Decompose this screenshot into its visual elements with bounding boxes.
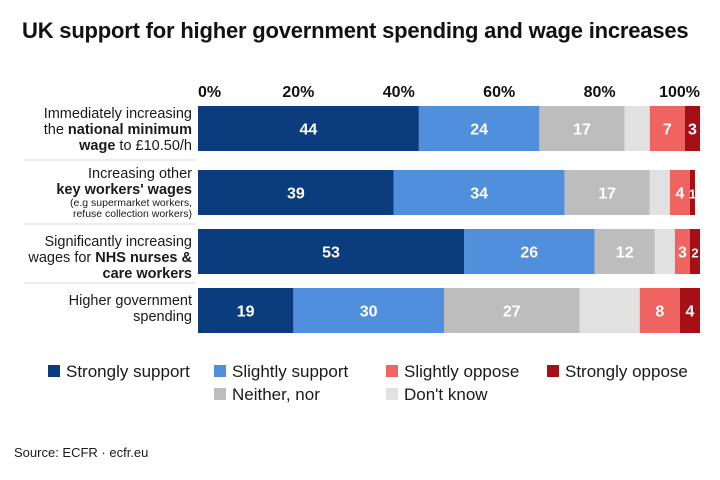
source-note: Source: ECFR · ecfr.eu — [14, 445, 149, 460]
bar-value-label: 3 — [678, 245, 687, 262]
bar-segment — [464, 229, 595, 274]
bar-segment — [418, 106, 540, 151]
bar-value-label: 27 — [503, 304, 521, 321]
bar-value-label: 53 — [322, 245, 340, 262]
bar-segment — [649, 106, 685, 151]
bar-value-label: 1 — [689, 187, 696, 202]
legend-label: Slightly support — [232, 362, 349, 381]
bar-segment — [393, 170, 565, 215]
bar-segment — [684, 106, 700, 151]
legend-swatch — [48, 365, 60, 377]
bar-segment — [198, 170, 394, 215]
category-label-nhs: Significantly increasing wages for NHS n… — [28, 234, 192, 282]
bar-segment — [674, 229, 690, 274]
x-tick-label: 20% — [282, 84, 314, 101]
bar-segment — [669, 170, 690, 215]
legend-swatch — [214, 365, 226, 377]
bar-value-label: 12 — [616, 245, 634, 262]
bar-value-label: 24 — [470, 122, 488, 139]
legend-label: Strongly support — [66, 362, 190, 381]
x-axis-ticks: 0% 20% 40% 60% 80% 100% — [198, 84, 700, 101]
x-tick-label: 60% — [483, 84, 515, 101]
legend-swatch — [214, 388, 226, 400]
row-separators — [24, 159, 196, 284]
bar-value-label: 19 — [237, 304, 255, 321]
legend-swatch — [386, 365, 398, 377]
bar-segment — [198, 106, 419, 151]
x-tick-label: 80% — [584, 84, 616, 101]
chart-title: UK support for higher government spendin… — [22, 18, 689, 43]
category-label-min-wage: Immediately increasing the national mini… — [43, 106, 192, 154]
bar-segment — [649, 170, 670, 215]
legend-swatch — [547, 365, 559, 377]
bar-value-label: 17 — [598, 186, 616, 203]
bar-value-label: 8 — [655, 304, 664, 321]
bar-segment — [594, 229, 655, 274]
bar-value-label: 4 — [686, 304, 695, 321]
legend-swatch — [386, 388, 398, 400]
category-label-gov-spending: Higher government spending — [68, 293, 192, 325]
legend-label: Strongly oppose — [565, 362, 688, 381]
bar-value-label: 4 — [675, 186, 684, 203]
bar-value-label: 39 — [287, 186, 305, 203]
bar-value-label: 44 — [300, 122, 318, 139]
bars-group: 44 24 17 7 339 34 17 4 153 26 12 3 219 30 27 8 4 — [198, 106, 700, 333]
x-tick-label: 40% — [383, 84, 415, 101]
bar-value-label: 34 — [470, 186, 488, 203]
bar-value-label: 30 — [360, 304, 378, 321]
bar-segment — [564, 170, 650, 215]
bar-segment — [198, 288, 294, 333]
legend-label: Slightly oppose — [404, 362, 519, 381]
bar-segment — [443, 288, 580, 333]
bar-segment — [679, 288, 700, 333]
legend-label: Neither, nor — [232, 385, 320, 404]
bar-segment — [293, 288, 444, 333]
bar-segment — [624, 106, 650, 151]
bar-segment — [654, 229, 675, 274]
bar-segment — [539, 106, 625, 151]
category-label-key-workers: Increasing other key workers' wages (e.g… — [56, 166, 192, 220]
bar-segment — [579, 288, 640, 333]
bar-segment — [689, 170, 695, 215]
bar-value-label: 2 — [691, 246, 698, 261]
x-tick-label: 100% — [659, 84, 700, 101]
bar-segment — [639, 288, 680, 333]
bar-value-label: 26 — [520, 245, 538, 262]
bar-value-label: 17 — [573, 122, 591, 139]
bar-segment — [689, 229, 700, 274]
bar-value-label: 3 — [688, 122, 697, 139]
x-tick-label: 0% — [198, 84, 221, 101]
legend: Strongly support Slightly support Slightly… — [48, 362, 688, 404]
bar-value-label: 7 — [663, 122, 672, 139]
legend-label: Don't know — [404, 385, 488, 404]
bar-segment — [198, 229, 465, 274]
